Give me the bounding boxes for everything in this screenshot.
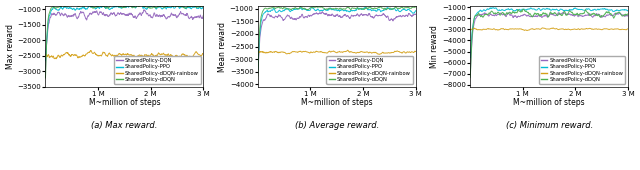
Legend: SharedPolicy-DQN, SharedPolicy-PPO, SharedPolicy-dDQN-rainbow, SharedPolicy-dDQN: SharedPolicy-DQN, SharedPolicy-PPO, Shar… [326, 56, 413, 84]
Text: (b) Average reward.: (b) Average reward. [294, 121, 379, 130]
Y-axis label: Min reward: Min reward [430, 25, 440, 68]
Text: (a) Max reward.: (a) Max reward. [91, 121, 157, 130]
Y-axis label: Mean reward: Mean reward [218, 22, 227, 72]
Legend: SharedPolicy-DQN, SharedPolicy-PPO, SharedPolicy-dDQN-rainbow, SharedPolicy-dDQN: SharedPolicy-DQN, SharedPolicy-PPO, Shar… [539, 56, 625, 84]
Y-axis label: Max reward: Max reward [6, 24, 15, 69]
X-axis label: M~million of steps: M~million of steps [301, 98, 372, 107]
Text: (c) Minimum reward.: (c) Minimum reward. [506, 121, 593, 130]
X-axis label: M~million of steps: M~million of steps [88, 98, 160, 107]
Legend: SharedPolicy-DQN, SharedPolicy-PPO, SharedPolicy-dDQN-rainbow, SharedPolicy-dDQN: SharedPolicy-DQN, SharedPolicy-PPO, Shar… [114, 56, 200, 84]
X-axis label: M~million of steps: M~million of steps [513, 98, 585, 107]
